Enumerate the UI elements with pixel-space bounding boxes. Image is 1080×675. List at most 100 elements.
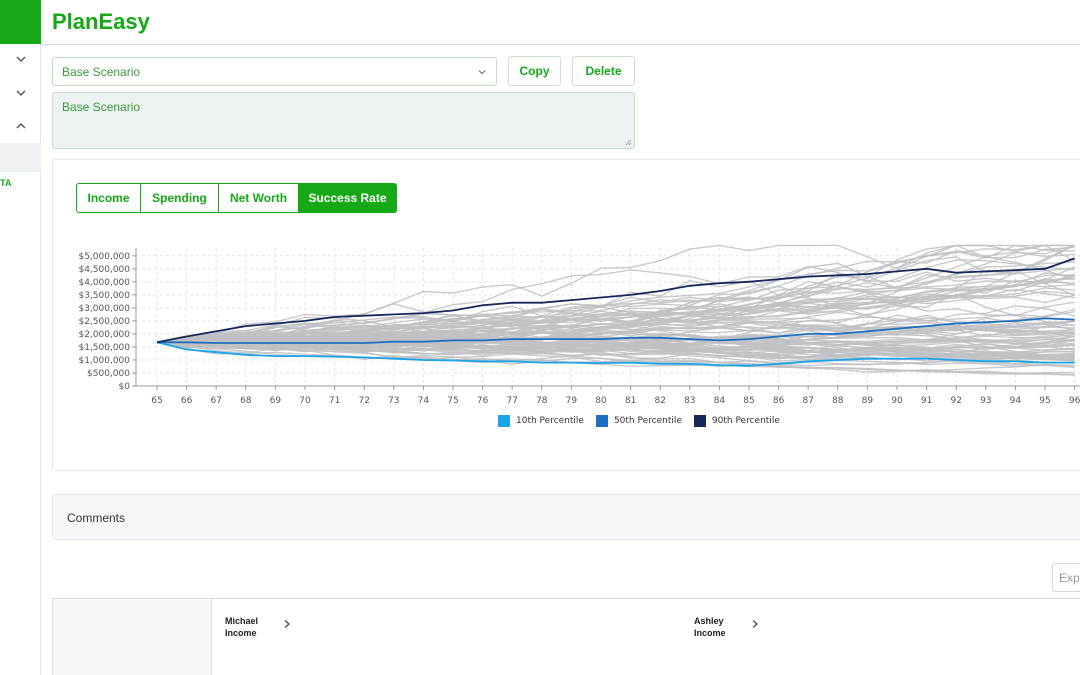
column-header-michael-income[interactable]: Michael Income (225, 615, 258, 639)
chevron-down-icon[interactable] (14, 52, 28, 66)
sidebar-logo-block[interactable] (0, 0, 41, 44)
y-tick-label: $4,500,000 (78, 265, 130, 275)
expand-input[interactable]: Expand (1052, 563, 1080, 592)
success-rate-chart[interactable]: $0 $500,000 $1,000,000 $1,500,000 $2,000,000… (52, 240, 1080, 440)
comments-title: Comments (67, 511, 126, 525)
y-tick-label: $0 (119, 382, 131, 392)
y-tick-label: $500,000 (87, 369, 130, 379)
x-tick-label: 82 (654, 396, 665, 406)
x-tick-label: 79 (566, 396, 578, 406)
simulation-path (156, 320, 1075, 347)
y-tick-label: $1,500,000 (78, 343, 130, 353)
x-tick-label: 71 (329, 396, 340, 406)
x-tick-label: 69 (270, 396, 282, 406)
column-header-line: Income (694, 628, 726, 638)
copy-button[interactable]: Copy (508, 56, 561, 86)
simulation-path (156, 340, 1075, 367)
x-tick-label: 94 (1010, 396, 1022, 406)
column-header-line: Ashley (694, 616, 724, 626)
simulation-path (156, 320, 1075, 343)
y-tick-label: $3,500,000 (78, 291, 130, 301)
x-tick-label: 87 (802, 396, 813, 406)
simulation-path (156, 267, 1075, 343)
simulation-path (156, 244, 1075, 343)
resize-grip-icon[interactable] (625, 139, 632, 146)
x-tick-label: 67 (210, 396, 221, 406)
x-tick-label: 84 (714, 396, 726, 406)
scenario-select[interactable]: Base Scenario (52, 57, 497, 86)
income-table: Michael Income Ashley Income (52, 598, 1080, 675)
x-tick-label: 89 (862, 396, 874, 406)
column-header-line: Income (225, 628, 257, 638)
chevron-up-icon[interactable] (14, 119, 28, 133)
tab-income[interactable]: Income (76, 183, 141, 213)
simulation-path (156, 244, 1075, 348)
chevron-down-icon[interactable] (14, 86, 28, 100)
app-title[interactable]: PlanEasy (52, 9, 150, 34)
x-tick-label: 96 (1069, 396, 1080, 406)
x-tick-label: 90 (891, 396, 903, 406)
x-tick-label: 75 (447, 396, 458, 406)
legend-label-p90[interactable]: 90th Percentile (711, 416, 780, 426)
app-header: PlanEasy (41, 0, 1080, 45)
sidebar-item-label[interactable]: TA (0, 178, 12, 188)
x-tick-label: 95 (1039, 396, 1050, 406)
chart-legend: 10th Percentile 50th Percentile 90th Per… (498, 414, 792, 428)
tab-success-rate[interactable]: Success Rate (299, 183, 397, 213)
legend-label-p50[interactable]: 50th Percentile (613, 416, 682, 426)
x-tick-label: 74 (418, 396, 430, 406)
x-tick-label: 76 (477, 396, 489, 406)
chart-svg: $0 $500,000 $1,000,000 $1,500,000 $2,000,000… (78, 244, 1080, 406)
x-tick-label: 72 (358, 396, 369, 406)
chevron-down-icon (478, 70, 486, 75)
simulation-path (156, 274, 1075, 343)
y-tick-label: $5,000,000 (78, 252, 130, 262)
comments-panel[interactable]: Comments (52, 494, 1080, 540)
sidebar-item-active[interactable] (0, 143, 41, 172)
column-header-line: Michael (225, 616, 259, 626)
chevron-right-icon[interactable] (751, 619, 759, 629)
series-line-p90[interactable] (156, 257, 1075, 344)
simulation-path (156, 338, 1075, 375)
x-tick-label: 77 (506, 396, 517, 406)
x-tick-label: 85 (743, 396, 754, 406)
chart-tabs: Income Spending Net Worth Success Rate (76, 183, 397, 213)
x-tick-label: 80 (595, 396, 607, 406)
legend-swatch-p90 (693, 415, 706, 427)
simulation-path (156, 302, 1075, 343)
tab-net-worth[interactable]: Net Worth (219, 183, 299, 213)
legend-swatch-p50 (595, 415, 608, 427)
simulation-path (156, 285, 1075, 349)
scenario-notes-value: Base Scenario (62, 100, 141, 114)
x-tick-label: 73 (388, 396, 399, 406)
x-tick-label: 68 (240, 396, 252, 406)
delete-button[interactable]: Delete (572, 56, 635, 86)
series-line-p50[interactable] (157, 317, 1075, 344)
y-tick-label: $2,000,000 (78, 330, 130, 340)
x-tick-label: 88 (832, 396, 844, 406)
y-tick-label: $2,500,000 (78, 317, 130, 327)
x-tick-label: 70 (299, 396, 311, 406)
legend-label-p10[interactable]: 10th Percentile (516, 416, 584, 426)
x-tick-label: 91 (921, 396, 932, 406)
x-tick-label: 65 (151, 396, 162, 406)
column-header-ashley-income[interactable]: Ashley Income (694, 615, 726, 639)
scenario-select-value: Base Scenario (62, 65, 141, 79)
y-tick-label: $4,000,000 (78, 278, 130, 288)
table-corner-cell (53, 599, 212, 675)
x-tick-label: 78 (536, 396, 548, 406)
series-line-p10[interactable] (156, 341, 1075, 367)
y-tick-label: $1,000,000 (78, 356, 130, 366)
x-tick-label: 93 (980, 396, 991, 406)
chevron-right-icon[interactable] (283, 619, 291, 629)
tab-spending[interactable]: Spending (141, 183, 219, 213)
legend-swatch-p10 (498, 415, 510, 427)
y-tick-label: $3,000,000 (78, 304, 130, 314)
x-tick-label: 83 (684, 396, 695, 406)
x-tick-label: 66 (181, 396, 193, 406)
x-tick-label: 86 (773, 396, 785, 406)
scenario-notes-textarea[interactable]: Base Scenario (52, 92, 635, 149)
x-tick-label: 81 (625, 396, 636, 406)
x-tick-label: 92 (950, 396, 961, 406)
simulation-path (156, 287, 1075, 346)
